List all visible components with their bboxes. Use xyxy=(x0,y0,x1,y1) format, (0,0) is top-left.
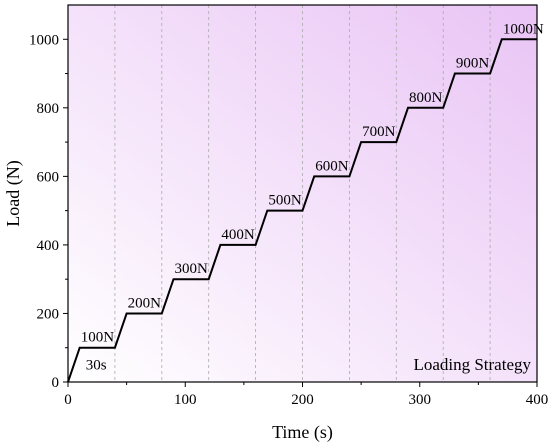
step-load-label: 500N xyxy=(268,193,302,209)
axes: 0 100 200 300 400 0 200 400 600 800 1000 xyxy=(29,32,548,408)
x-tick-label: 200 xyxy=(291,392,314,408)
y-tick-label: 400 xyxy=(37,238,60,254)
dwell-time-note: 30s xyxy=(86,357,107,373)
legend-entry: Loading Strategy xyxy=(413,355,531,374)
y-tick-label: 600 xyxy=(37,169,60,185)
step-load-label: 400N xyxy=(221,227,255,243)
x-axis-label: Time (s) xyxy=(272,422,333,443)
step-load-label: 300N xyxy=(175,261,209,277)
x-tick-label: 400 xyxy=(526,392,549,408)
x-tick-label: 300 xyxy=(409,392,432,408)
step-load-label: 800N xyxy=(409,90,443,106)
y-axis-label: Load (N) xyxy=(3,160,24,226)
y-tick-label: 0 xyxy=(52,375,60,391)
step-load-label: 100N xyxy=(81,330,115,346)
y-tick-label: 800 xyxy=(37,101,60,117)
x-tick-label: 100 xyxy=(174,392,197,408)
step-annotations: 100N 200N 300N 400N 500N 600N 700N 800N 900N 1000… xyxy=(81,21,544,345)
step-load-label: 1000N xyxy=(503,21,544,37)
step-load-label: 200N xyxy=(128,295,162,311)
step-load-label: 900N xyxy=(456,56,490,72)
x-tick-label: 0 xyxy=(64,392,72,408)
y-tick-label: 200 xyxy=(37,306,60,322)
step-load-label: 600N xyxy=(315,158,349,174)
step-load-label: 700N xyxy=(362,124,396,140)
load-series-line xyxy=(67,38,537,383)
grid-lines xyxy=(114,5,491,382)
y-tick-label: 1000 xyxy=(29,32,59,48)
